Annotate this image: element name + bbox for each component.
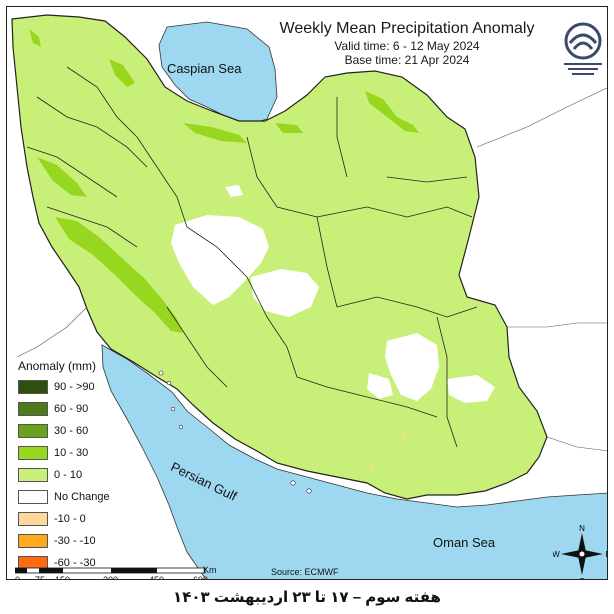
- no-change-central: [171, 215, 269, 305]
- scale-tick: 0: [15, 575, 21, 580]
- no-change-north-small: [225, 185, 243, 197]
- legend-label: 60 - 90: [54, 403, 89, 415]
- legend-swatch: [18, 490, 48, 504]
- legend-swatch: [18, 424, 48, 438]
- scale-tick: 75: [35, 575, 46, 580]
- legend-item: 60 - 90: [18, 399, 168, 419]
- negative-anomaly-spot: [403, 435, 407, 439]
- anomaly-band-northwest: [37, 157, 87, 197]
- legend-label: No Change: [54, 491, 110, 503]
- province-borders: [26, 66, 478, 448]
- legend-label: -10 - 0: [54, 513, 86, 525]
- legend-swatch: [18, 468, 48, 482]
- legend-label: 30 - 60: [54, 425, 89, 437]
- no-change-southeast-2: [447, 375, 495, 403]
- anomaly-band-west-tip: [29, 29, 41, 47]
- no-change-southeast: [385, 333, 439, 401]
- oman-sea-label: Oman Sea: [433, 535, 496, 550]
- legend-label: 90 - >90: [54, 381, 95, 393]
- map-header: Weekly Mean Precipitation Anomaly Valid …: [257, 19, 557, 67]
- legend-label: 10 - 30: [54, 447, 89, 459]
- map-title: Weekly Mean Precipitation Anomaly: [279, 20, 535, 37]
- compass-north: N: [579, 524, 585, 533]
- scale-unit: Km: [203, 565, 217, 575]
- legend-item: -30 - -10: [18, 531, 168, 551]
- legend-swatch: [18, 512, 48, 526]
- no-change-south: [367, 373, 393, 399]
- legend-item: -10 - 0: [18, 509, 168, 529]
- anomaly-band-ardabil: [109, 59, 135, 87]
- map-canvas: [11, 14, 607, 579]
- legend-label: -30 - -10: [54, 535, 96, 547]
- footer-caption: هفته سوم – ۱۷ تا ۲۳ اردیبهشت ۱۴۰۳: [173, 589, 441, 606]
- no-change-east-central: [251, 269, 319, 317]
- legend-swatch: [18, 380, 48, 394]
- gulf-islands: [158, 370, 312, 494]
- scale-tick: 300: [103, 575, 119, 580]
- scale-bar: 0 75 150 300 450 600 Km: [15, 565, 217, 580]
- compass-west: W: [553, 550, 560, 559]
- legend-rows: 90 - >90 60 - 90 30 - 60 10 - 30 0 - 10 No Ch…: [18, 377, 168, 573]
- compass-icon: [561, 533, 603, 575]
- legend-item: 30 - 60: [18, 421, 168, 441]
- scale-tick: 450: [149, 575, 165, 580]
- source-label: Source: ECMWF: [271, 567, 339, 577]
- scale-tick: 600: [193, 575, 209, 580]
- gulf-water: [101, 344, 607, 579]
- compass-rose: N S W E: [552, 523, 608, 580]
- base-time: Base time: 21 Apr 2024: [344, 53, 470, 67]
- legend-swatch: [18, 402, 48, 416]
- legend-swatch: [18, 534, 48, 548]
- neighbour-borders: [16, 87, 607, 452]
- anomaly-band-caspian-shore: [183, 123, 247, 143]
- legend-item: 10 - 30: [18, 443, 168, 463]
- compass-south: S: [579, 577, 584, 580]
- legend: Anomaly (mm) 90 - >90 60 - 90 30 - 60 10 - …: [18, 359, 168, 575]
- anomaly-band-zagros: [55, 217, 183, 333]
- anomaly-band-northeast: [365, 91, 419, 133]
- compass-east: E: [605, 550, 608, 559]
- legend-title: Anomaly (mm): [18, 359, 97, 373]
- map-frame: Weekly Mean Precipitation Anomaly Valid …: [6, 6, 608, 580]
- legend-item: 0 - 10: [18, 465, 168, 485]
- anomaly-band-mazandaran: [275, 123, 303, 133]
- legend-label: -60 - -30: [54, 557, 96, 569]
- scale-tick: 150: [55, 575, 71, 580]
- negative-anomaly-spot: [369, 465, 373, 469]
- legend-label: 0 - 10: [54, 469, 83, 481]
- valid-time: Valid time: 6 - 12 May 2024: [334, 39, 480, 53]
- legend-swatch: [18, 446, 48, 460]
- logo-swirl-icon: [564, 22, 602, 60]
- legend-item: No Change: [18, 487, 168, 507]
- legend-item: 90 - >90: [18, 377, 168, 397]
- caspian-sea-label: Caspian Sea: [167, 61, 242, 76]
- org-logo: [560, 19, 606, 79]
